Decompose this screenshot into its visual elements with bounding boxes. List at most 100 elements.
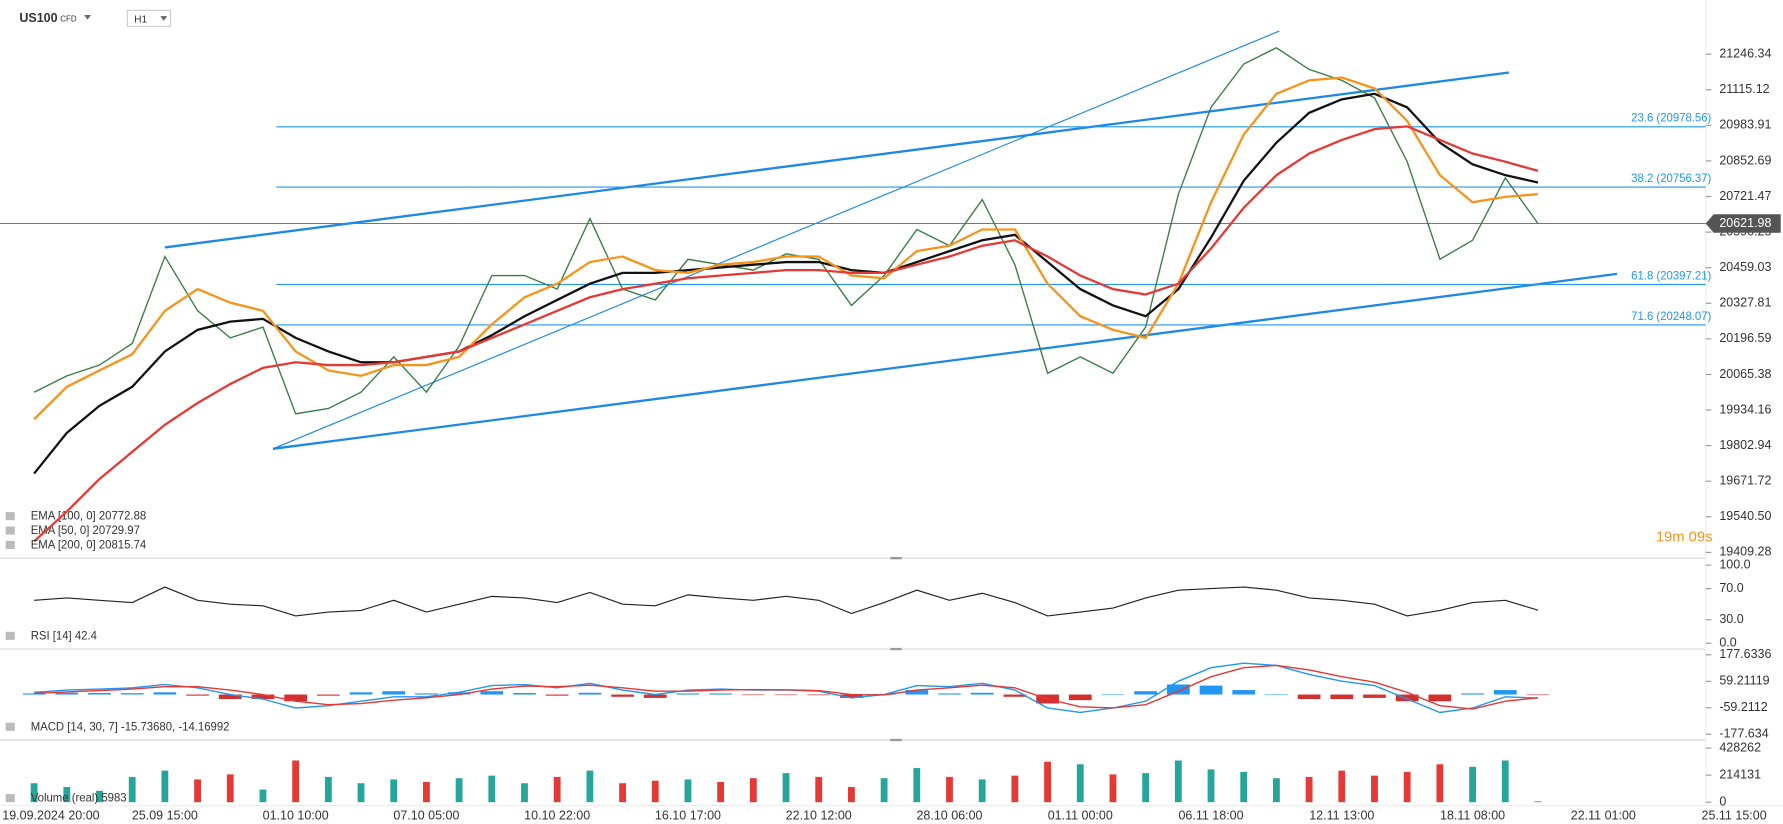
legend-entry: EMA [50, 0] 20729.97 (31, 525, 140, 537)
y-tick-label: 21115.12 (1719, 82, 1769, 96)
x-tick-label: 19.09.2024 20:00 (2, 808, 99, 822)
volume-bar (96, 790, 103, 803)
volume-bar (324, 776, 332, 803)
symbol[interactable]: US100 (19, 11, 57, 25)
volume-bar (1109, 774, 1117, 803)
y-tick-label: 19671.72 (1719, 473, 1771, 487)
fib-level-label: 71.6 (20248.07) (1631, 311, 1711, 323)
histogram-bar (1395, 694, 1419, 702)
y-tick-label: 19409.28 (1719, 545, 1771, 559)
histogram-bar (513, 692, 536, 695)
histogram-bar (643, 694, 667, 698)
volume-bar (1273, 778, 1280, 803)
y-tick-label: 214131 (1719, 767, 1761, 781)
histogram-bar (1526, 694, 1550, 696)
timeframe-box[interactable] (126, 9, 172, 28)
volume-bar (619, 783, 626, 803)
volume-bar (1403, 771, 1411, 803)
volume-bar (749, 778, 757, 803)
histogram-bar (251, 694, 275, 700)
legend-entry: MACD [14, 30, 7] -15.73680, -14.16992 (31, 721, 230, 733)
timeframe[interactable]: H1 (134, 14, 147, 25)
histogram-bar (840, 694, 863, 698)
histogram-bar (1232, 690, 1256, 695)
histogram-bar (218, 694, 242, 700)
y-tick-label: 20459.03 (1719, 260, 1771, 274)
series-line (33, 76, 1539, 421)
histogram-bar (1101, 694, 1125, 696)
histogram-bar (22, 693, 46, 695)
volume-bar (357, 783, 365, 803)
x-tick-label: 25.09 15:00 (132, 808, 198, 822)
channel-upper (164, 71, 1510, 249)
resize-handle[interactable] (890, 647, 902, 651)
y-tick-label: 20852.69 (1719, 153, 1771, 167)
current-price-tag (1705, 214, 1781, 233)
histogram-bar (1265, 694, 1288, 696)
volume-bar (1174, 760, 1182, 803)
channel-lower (272, 272, 1618, 450)
resize-handle[interactable] (890, 557, 902, 560)
histogram-bar (1428, 694, 1452, 702)
legend-icon (5, 540, 15, 549)
volume-bar (226, 774, 234, 803)
legend-entry: Volume (real) 5983 (31, 793, 127, 805)
x-tick-label: 16.10 17:00 (655, 808, 721, 822)
fib-level-label: 23.6 (20978.56) (1631, 113, 1711, 125)
series-line (34, 586, 1539, 617)
volume-bar (717, 781, 725, 803)
legend-entry: RSI [14] 42.4 (31, 630, 98, 642)
histogram-bar (905, 690, 929, 695)
histogram-bar (480, 691, 504, 695)
legend-entry: EMA [200, 0] 20815.74 (31, 539, 147, 551)
volume-bar (1142, 773, 1150, 803)
y-tick-label: 0 (1719, 794, 1726, 808)
y-tick-label: 100.0 (1719, 557, 1750, 571)
volume-bar (651, 780, 659, 803)
volume-bar (161, 770, 169, 803)
histogram-bar (1461, 693, 1484, 695)
y-tick-label: 19934.16 (1719, 402, 1771, 416)
histogram-bar (55, 692, 79, 695)
x-tick-label: 28.10 06:00 (916, 808, 982, 822)
volume-bar (1044, 761, 1051, 803)
volume-bar (586, 770, 594, 803)
volume-bar (1501, 760, 1509, 803)
trend-line (272, 30, 1280, 450)
y-tick-label: 428262 (1719, 740, 1761, 754)
volume-bar (521, 783, 528, 803)
histogram-bar (1068, 694, 1092, 701)
resize-handle[interactable] (890, 738, 902, 742)
volume-bar (259, 789, 267, 803)
volume-bar (880, 778, 888, 803)
volume-bar (553, 776, 561, 803)
volume-bar (455, 778, 463, 803)
volume-bar (128, 776, 136, 803)
histogram-bar (807, 694, 831, 696)
timeframe-dropdown[interactable] (160, 16, 168, 21)
x-tick-label: 07.10 05:00 (393, 808, 459, 822)
volume-bar (1240, 771, 1248, 803)
symbol-dropdown[interactable] (84, 14, 91, 20)
y-tick-label: 20065.38 (1719, 367, 1771, 381)
y-tick-label: 177.6336 (1719, 647, 1771, 661)
volume-bar (63, 787, 71, 803)
histogram-bar (186, 694, 209, 696)
histogram-bar (1330, 694, 1354, 700)
histogram-bar (611, 694, 634, 697)
legend-icon (5, 526, 15, 535)
volume-bar (1371, 775, 1378, 803)
y-tick-label: -59.2112 (1719, 700, 1767, 714)
volume-bar (815, 776, 823, 803)
volume-bar (194, 779, 201, 803)
volume-bar (913, 768, 921, 803)
histogram-bar (938, 693, 961, 695)
volume-bar (1436, 764, 1444, 803)
y-tick-label: 20196.59 (1719, 331, 1771, 345)
histogram-bar (415, 693, 438, 695)
histogram-bar (774, 694, 798, 696)
histogram-bar (970, 692, 994, 695)
histogram-bar (153, 692, 177, 695)
volume-bar (30, 783, 38, 803)
